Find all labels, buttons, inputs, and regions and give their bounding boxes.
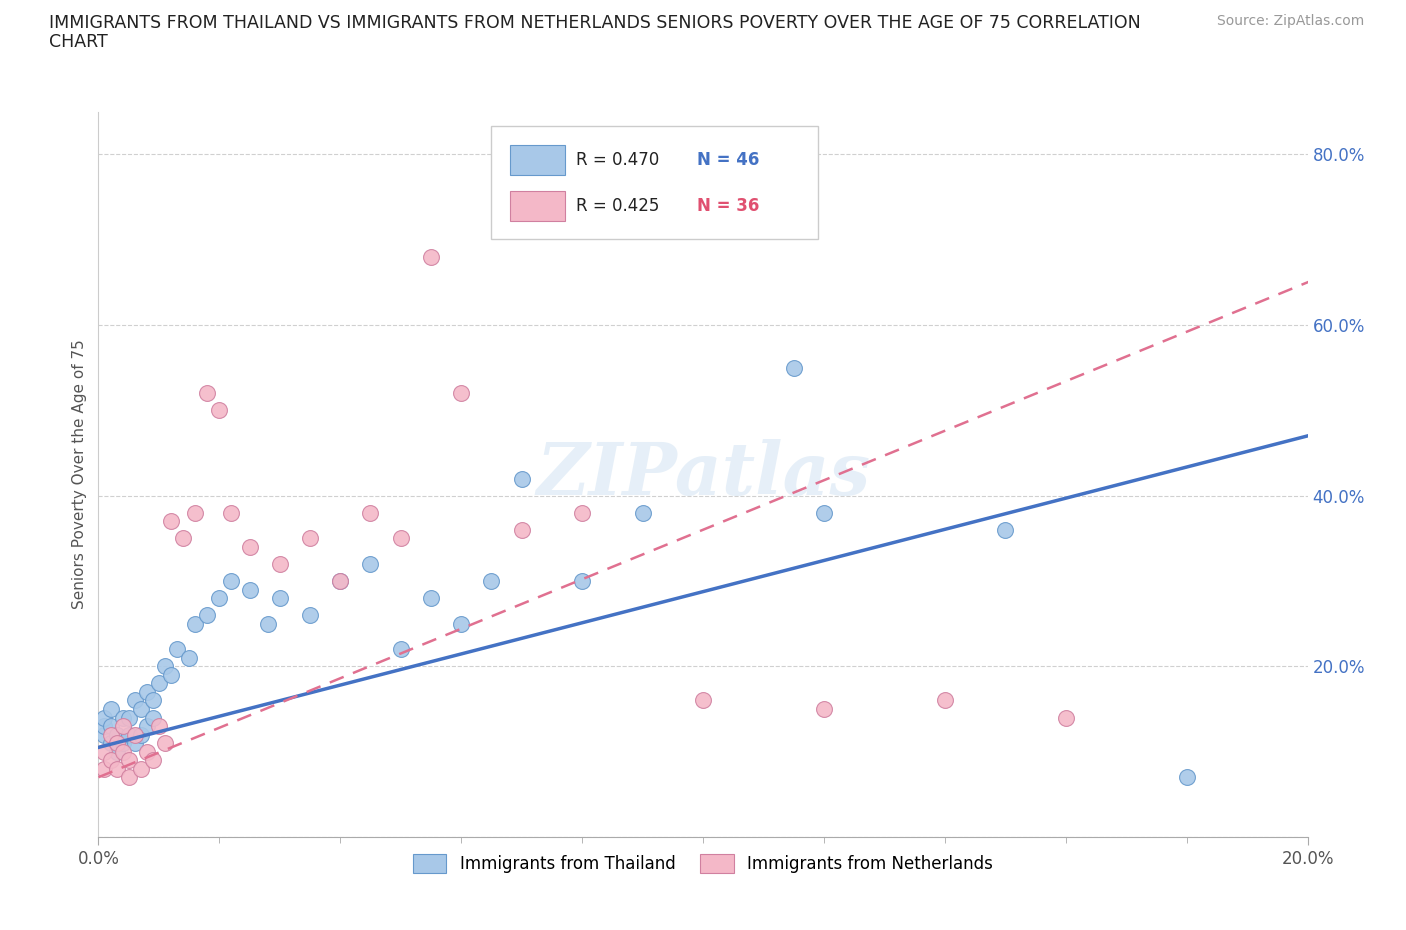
Point — [93, 744, 115, 759]
Point — [813, 505, 835, 520]
Point — [299, 607, 322, 622]
Point — [142, 711, 165, 725]
Point — [208, 591, 231, 605]
Point — [100, 719, 122, 734]
Text: N = 46: N = 46 — [697, 152, 759, 169]
Legend: Immigrants from Thailand, Immigrants from Netherlands: Immigrants from Thailand, Immigrants fro… — [406, 847, 1000, 880]
Point — [105, 736, 128, 751]
Point — [93, 711, 115, 725]
FancyBboxPatch shape — [509, 191, 565, 221]
Point — [389, 642, 412, 657]
Point — [692, 693, 714, 708]
Point — [93, 727, 115, 742]
Point — [148, 676, 170, 691]
Point — [160, 668, 183, 683]
Point — [450, 386, 472, 401]
Point — [239, 582, 262, 597]
Point — [510, 472, 533, 486]
Point — [329, 574, 352, 589]
Point — [994, 523, 1017, 538]
Point — [100, 727, 122, 742]
Point — [256, 617, 278, 631]
Point — [813, 701, 835, 716]
Point — [105, 727, 128, 742]
Point — [221, 505, 243, 520]
Point — [100, 736, 122, 751]
Point — [631, 505, 654, 520]
Point — [184, 505, 207, 520]
Point — [571, 505, 593, 520]
Text: Source: ZipAtlas.com: Source: ZipAtlas.com — [1216, 14, 1364, 28]
Point — [142, 693, 165, 708]
Point — [934, 693, 956, 708]
Point — [239, 539, 262, 554]
Point — [118, 727, 141, 742]
Point — [208, 403, 231, 418]
Point — [510, 523, 533, 538]
Point — [1175, 770, 1198, 785]
Point — [111, 719, 134, 734]
Text: R = 0.425: R = 0.425 — [576, 197, 659, 215]
Point — [118, 752, 141, 767]
Point — [129, 762, 152, 777]
Point — [360, 556, 382, 571]
Point — [124, 693, 146, 708]
Text: R = 0.470: R = 0.470 — [576, 152, 659, 169]
Point — [420, 249, 443, 264]
Point — [329, 574, 352, 589]
Point — [142, 752, 165, 767]
Point — [1054, 711, 1077, 725]
FancyBboxPatch shape — [509, 145, 565, 176]
Point — [129, 727, 152, 742]
Point — [135, 684, 157, 699]
FancyBboxPatch shape — [492, 126, 818, 239]
Point — [269, 556, 291, 571]
Text: IMMIGRANTS FROM THAILAND VS IMMIGRANTS FROM NETHERLANDS SENIORS POVERTY OVER THE: IMMIGRANTS FROM THAILAND VS IMMIGRANTS F… — [49, 14, 1140, 32]
Point — [299, 531, 322, 546]
Point — [111, 744, 134, 759]
Point — [571, 574, 593, 589]
Point — [105, 744, 128, 759]
Point — [124, 736, 146, 751]
Point — [195, 607, 218, 622]
Point — [179, 650, 201, 665]
Point — [148, 719, 170, 734]
Point — [166, 642, 188, 657]
Point — [481, 574, 503, 589]
Point — [93, 762, 115, 777]
Point — [360, 505, 382, 520]
Point — [172, 531, 194, 546]
Text: N = 36: N = 36 — [697, 197, 759, 215]
Point — [153, 658, 176, 673]
Point — [450, 617, 472, 631]
Point — [118, 711, 141, 725]
Point — [783, 360, 806, 375]
Point — [184, 617, 207, 631]
Point — [111, 711, 134, 725]
Text: CHART: CHART — [49, 33, 108, 50]
Point — [105, 762, 128, 777]
Point — [100, 701, 122, 716]
Y-axis label: Seniors Poverty Over the Age of 75: Seniors Poverty Over the Age of 75 — [72, 339, 87, 609]
Point — [135, 719, 157, 734]
Point — [129, 701, 152, 716]
Point — [135, 744, 157, 759]
Point — [124, 727, 146, 742]
Point — [153, 736, 176, 751]
Point — [93, 719, 115, 734]
Point — [221, 574, 243, 589]
Text: ZIPatlas: ZIPatlas — [536, 439, 870, 510]
Point — [420, 591, 443, 605]
Point — [111, 736, 134, 751]
Point — [160, 513, 183, 528]
Point — [195, 386, 218, 401]
Point — [118, 770, 141, 785]
Point — [269, 591, 291, 605]
Point — [389, 531, 412, 546]
Point — [100, 752, 122, 767]
